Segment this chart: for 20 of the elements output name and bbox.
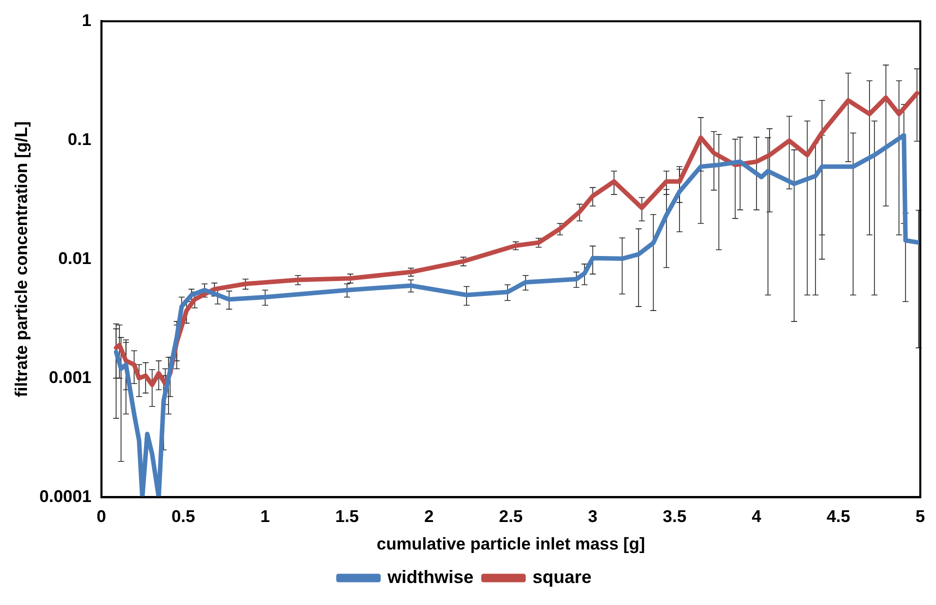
y-tick-label: 0.001 — [48, 368, 92, 387]
x-tick-label: 4.5 — [826, 507, 850, 526]
y-tick-label: 0.0001 — [39, 486, 92, 506]
x-tick-label: 2.5 — [499, 507, 523, 526]
y-tick-label: 0.01 — [58, 248, 92, 268]
legend-label: square — [532, 566, 592, 587]
y-axis-title: filtrate particle concentration [g/L] — [12, 121, 31, 398]
x-tick-label: 0 — [96, 507, 106, 526]
x-tick-label: 3 — [588, 507, 598, 526]
x-tick-label: 1.5 — [335, 507, 359, 526]
x-tick-label: 1 — [260, 507, 270, 526]
y-tick-label: 0.1 — [68, 130, 92, 149]
x-tick-label: 2 — [424, 507, 434, 526]
x-axis-title: cumulative particle inlet mass [g] — [376, 534, 645, 554]
x-tick-label: 0.5 — [171, 507, 196, 526]
x-tick-label: 4 — [752, 507, 762, 526]
x-tick-label: 3.5 — [662, 507, 686, 526]
legend-label: widthwise — [386, 566, 474, 587]
y-tick-label: 1 — [82, 10, 92, 30]
x-tick-label: 5 — [916, 507, 926, 526]
